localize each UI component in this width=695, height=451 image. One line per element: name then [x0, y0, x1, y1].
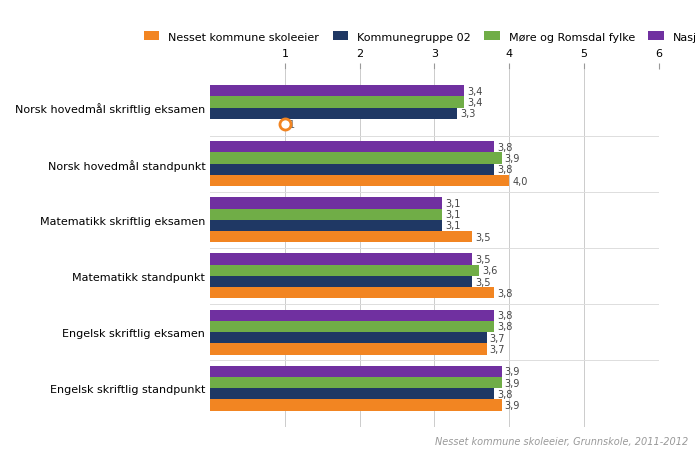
Text: 3,9: 3,9 [505, 400, 520, 410]
Text: 3,1: 3,1 [445, 221, 460, 231]
Text: 3,9: 3,9 [505, 367, 520, 377]
Bar [210, 321, 494, 332]
Text: 3,5: 3,5 [475, 232, 491, 242]
Text: Nesset kommune skoleeier, Grunnskole, 2011-2012: Nesset kommune skoleeier, Grunnskole, 20… [435, 437, 688, 446]
Bar [210, 276, 472, 288]
Text: 3,8: 3,8 [497, 311, 513, 321]
Bar [210, 86, 464, 97]
Text: 3,1: 3,1 [445, 210, 460, 220]
Text: 3,7: 3,7 [490, 344, 505, 354]
Bar [210, 209, 442, 221]
Bar [210, 153, 502, 164]
Bar [210, 377, 502, 388]
Bar [210, 366, 502, 377]
Bar [210, 332, 486, 344]
Text: 3,7: 3,7 [490, 333, 505, 343]
Bar [210, 175, 509, 187]
Bar [210, 142, 494, 153]
Bar [210, 97, 464, 108]
Text: 3,3: 3,3 [460, 109, 475, 119]
Bar [210, 400, 502, 411]
Text: 3,8: 3,8 [497, 143, 513, 152]
Legend: Nesset kommune skoleeier, Kommunegruppe 02, Møre og Romsdal fylke, Nasjonalt: Nesset kommune skoleeier, Kommunegruppe … [144, 32, 695, 43]
Text: 3,4: 3,4 [467, 98, 483, 108]
Bar [210, 265, 480, 276]
Text: 3,6: 3,6 [482, 266, 498, 276]
Bar [210, 164, 494, 175]
Text: 3,8: 3,8 [497, 288, 513, 298]
Text: 3,8: 3,8 [497, 322, 513, 332]
Text: 3,4: 3,4 [467, 87, 483, 97]
Bar [210, 198, 442, 209]
Text: 3,5: 3,5 [475, 277, 491, 287]
Bar [210, 108, 457, 120]
Text: 3,8: 3,8 [497, 165, 513, 175]
Bar [210, 254, 472, 265]
Text: 3,9: 3,9 [505, 154, 520, 164]
Text: 3,8: 3,8 [497, 389, 513, 399]
Bar [210, 310, 494, 321]
Text: 4,0: 4,0 [512, 176, 528, 186]
Bar [210, 231, 472, 243]
Bar [210, 344, 486, 355]
Text: 1: 1 [289, 120, 295, 130]
Bar [210, 221, 442, 231]
Bar [210, 388, 494, 400]
Bar [210, 288, 494, 299]
Text: 3,1: 3,1 [445, 198, 460, 208]
Text: 3,5: 3,5 [475, 254, 491, 265]
Text: 3,9: 3,9 [505, 378, 520, 388]
